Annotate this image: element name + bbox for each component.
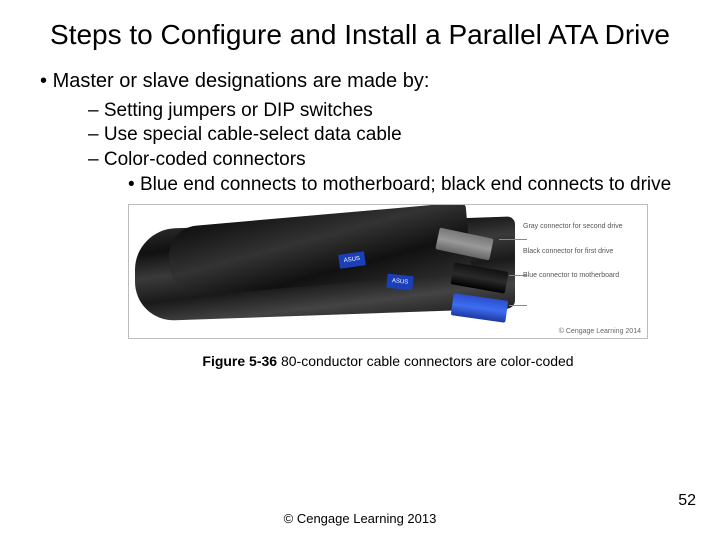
- copyright-footer: © Cengage Learning 2013: [0, 511, 720, 526]
- blue-connector-label: Blue connector to motherboard: [523, 272, 643, 280]
- black-connector-label: Black connector for first drive: [523, 248, 643, 256]
- page-number: 52: [678, 492, 696, 510]
- bullet-level3: Blue end connects to motherboard; black …: [128, 173, 692, 197]
- leader-line: [509, 305, 527, 306]
- figure-caption-text: 80-conductor cable connectors are color-…: [277, 353, 574, 369]
- connector-labels: Gray connector for second drive Black co…: [523, 223, 643, 296]
- figure-caption: Figure 5-36 80-conductor cable connector…: [128, 353, 648, 369]
- bullet-level2: Color-coded connectors: [88, 148, 692, 173]
- image-credit: © Cengage Learning 2014: [559, 328, 641, 335]
- gray-connector-label: Gray connector for second drive: [523, 223, 643, 231]
- figure-container: ASUS ASUS Gray connector for second driv…: [128, 204, 648, 369]
- bullet-level1: Master or slave designations are made by…: [40, 70, 692, 93]
- figure-number: Figure 5-36: [202, 353, 277, 369]
- figure-image: ASUS ASUS Gray connector for second driv…: [128, 204, 648, 339]
- bullet-level2: Setting jumpers or DIP switches: [88, 99, 692, 124]
- bullet-level2: Use special cable-select data cable: [88, 123, 692, 148]
- slide-title: Steps to Configure and Install a Paralle…: [28, 18, 692, 52]
